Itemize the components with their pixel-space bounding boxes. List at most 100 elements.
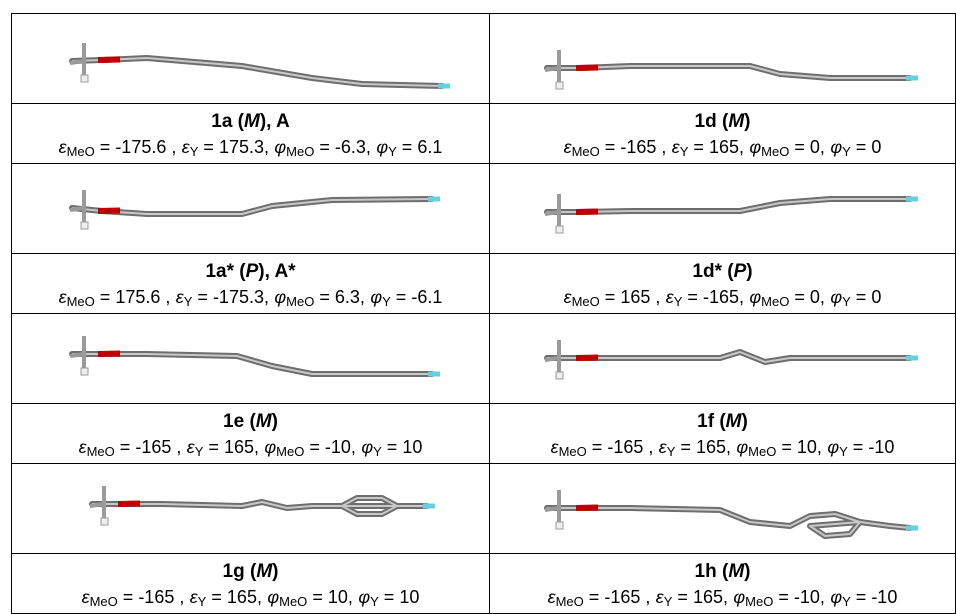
angle-parameters: εMeO=-165 ,εY=165,φMeO=-10,φY=10 [12, 436, 489, 463]
param-value: -165 [703, 287, 739, 307]
param-value: -165 [604, 587, 640, 607]
tbu-cap [556, 522, 563, 529]
tbu-h [545, 508, 559, 510]
param-subscript: MeO [67, 294, 95, 309]
param-value: 10 [402, 437, 422, 457]
param-value: 165 [224, 437, 254, 457]
param-symbol: φ [736, 437, 748, 457]
param-relation: = [605, 287, 616, 307]
param-symbol: φ [376, 137, 388, 157]
param-relation: = [402, 137, 413, 157]
param-symbol: φ [274, 287, 286, 307]
compound-title: 1g (M) [12, 561, 489, 583]
param-value: 6.3 [335, 287, 360, 307]
title-configuration: M [726, 411, 742, 432]
param-symbol: φ [267, 587, 279, 607]
param-relation: = [781, 437, 792, 457]
param-symbol: ε [659, 437, 667, 457]
title-configuration: P [734, 261, 747, 282]
param-separator: , [739, 287, 744, 307]
param-separator: , [360, 287, 365, 307]
compound-title: 1e (M) [12, 411, 489, 433]
param-symbol: φ [749, 137, 761, 157]
param-symbol: ε [182, 137, 190, 157]
param-subscript: MeO [286, 294, 314, 309]
caption-cell: 1g (M)εMeO=-165 ,εY=165,φMeO=10,φY=10 [11, 553, 490, 614]
param-symbol: ε [551, 437, 559, 457]
param-subscript: Y [190, 144, 199, 159]
param-relation: = [319, 137, 330, 157]
param-symbol: φ [830, 287, 842, 307]
oxygen [118, 504, 140, 505]
oxygen [98, 354, 120, 355]
param-symbol: ε [59, 287, 67, 307]
title-text: 1f ( [697, 411, 726, 432]
param-separator: , [348, 587, 353, 607]
tbu-cap [556, 226, 563, 233]
param-relation: = [856, 287, 867, 307]
param-separator: , [160, 287, 170, 307]
param-symbol: ε [79, 437, 87, 457]
molecule [12, 164, 489, 253]
caption-cell: 1e (M)εMeO=-165 ,εY=165,φMeO=-10,φY=10 [11, 403, 490, 464]
bond-shadow [72, 354, 432, 374]
title-configuration: M [256, 561, 272, 582]
compound-title: 1f (M) [490, 411, 955, 433]
param-symbol: φ [830, 137, 842, 157]
param-relation: = [211, 587, 222, 607]
param-separator: , [257, 587, 262, 607]
param-separator: , [820, 137, 825, 157]
param-symbol: ε [672, 137, 680, 157]
param-symbol: φ [827, 437, 839, 457]
molecule [12, 14, 489, 103]
param-value: 10 [797, 437, 817, 457]
molecule-cell [11, 313, 490, 404]
param-subscript: MeO [761, 294, 789, 309]
param-separator: , [650, 287, 660, 307]
param-separator: , [171, 437, 181, 457]
param-value: -10 [871, 587, 897, 607]
tbu-cap [556, 372, 563, 379]
angle-parameters: εMeO=165 ,εY=-165,φMeO=0,φY=0 [490, 286, 955, 313]
param-relation: = [592, 437, 603, 457]
title-text: 1d* ( [692, 261, 733, 282]
param-relation: = [778, 587, 789, 607]
param-relation: = [794, 137, 805, 157]
param-relation: = [396, 287, 407, 307]
param-symbol: φ [733, 587, 745, 607]
molecule [490, 464, 955, 553]
param-subscript: MeO [559, 444, 587, 459]
tbu-cap [101, 518, 108, 525]
param-relation: = [384, 587, 395, 607]
param-subscript: Y [198, 594, 207, 609]
param-value: 10 [328, 587, 348, 607]
param-value: -6.1 [411, 287, 442, 307]
param-subscript: MeO [572, 144, 600, 159]
param-symbol: φ [830, 587, 842, 607]
title-configuration: M [256, 411, 272, 432]
param-value: -10 [325, 437, 351, 457]
param-relation: = [123, 587, 134, 607]
molecule [12, 314, 489, 403]
tbu-cap [81, 75, 88, 82]
param-symbol: ε [548, 587, 556, 607]
param-subscript: Y [842, 144, 851, 159]
title-text: ) [744, 561, 750, 582]
molecule [490, 314, 955, 403]
param-value: 165 [709, 137, 739, 157]
param-subscript: MeO [572, 294, 600, 309]
param-separator: , [254, 437, 259, 457]
param-subscript: Y [680, 144, 689, 159]
title-text: ) [272, 411, 278, 432]
param-relation: = [319, 287, 330, 307]
param-symbol: ε [564, 287, 572, 307]
param-value: -10 [794, 587, 820, 607]
angle-parameters: εMeO=-175.6 ,εY=175.3,φMeO=-6.3,φY=6.1 [12, 136, 489, 163]
title-text: 1e ( [223, 411, 256, 432]
oxygen [576, 212, 598, 213]
caption-cell: 1d* (P)εMeO=165 ,εY=-165,φMeO=0,φY=0 [489, 253, 956, 314]
title-text: 1h ( [695, 561, 729, 582]
param-relation: = [208, 437, 219, 457]
oxygen [576, 508, 598, 509]
